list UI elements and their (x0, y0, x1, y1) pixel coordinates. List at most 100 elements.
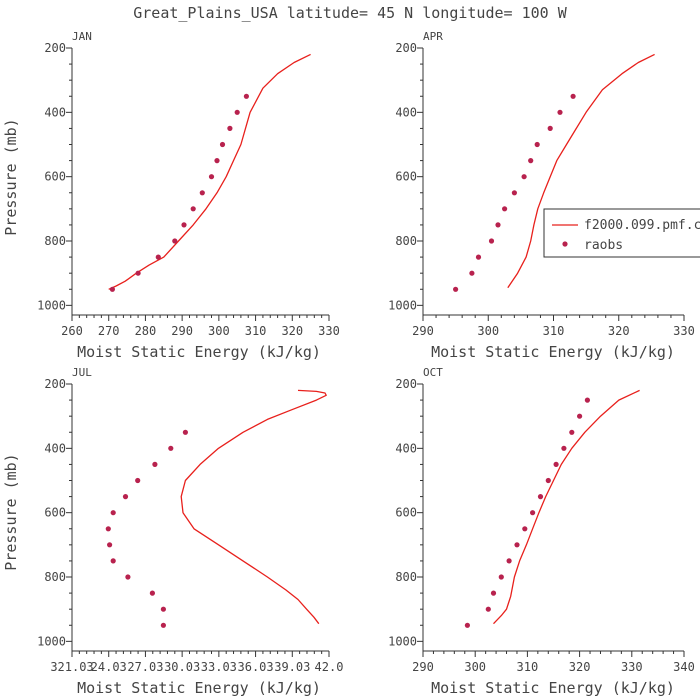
panel-jul-ytick-label: 1000 (37, 634, 66, 648)
panel-jul-ytick-label: 200 (44, 377, 66, 391)
panel-jan-ytick-label: 400 (44, 105, 66, 119)
panel-oct-model-line (493, 389, 640, 625)
panel-jul-ytick-label: 400 (44, 441, 66, 455)
panel-jan-xtick-label: 270 (98, 324, 120, 338)
panel-jul-ytick-label: 600 (44, 506, 66, 520)
panel-jul-xtick-label: 27.03 (127, 660, 163, 674)
panel-jan-ytick-label: 200 (44, 41, 66, 55)
panel-oct-ytick-label: 1000 (388, 634, 417, 648)
panel-apr-raobs-point (570, 93, 576, 99)
panel-apr-ytick-label: 800 (395, 234, 417, 248)
panel-jul-xtick-label: 24.03 (91, 660, 127, 674)
panel-oct-raobs-point (506, 558, 512, 564)
panel-apr-raobs-point (502, 206, 508, 212)
panel-apr-raobs-point (528, 158, 534, 164)
panel-jul-raobs-point (105, 526, 111, 532)
legend-frame (543, 208, 700, 258)
panel-jan-model-line (108, 53, 311, 290)
panel-oct-raobs-point (514, 542, 520, 548)
legend-obs-label: raobs (584, 238, 623, 253)
panel-apr-raobs-point (547, 125, 553, 131)
panel-jan-xlabel: Moist Static Energy (kJ/kg) (77, 343, 321, 361)
panel-jul-raobs-point (110, 558, 116, 564)
panel-jul-xlabel: Moist Static Energy (kJ/kg) (77, 679, 321, 697)
panel-jan-raobs-point (208, 174, 215, 180)
panel-jan-xtick-label: 330 (318, 324, 340, 338)
panel-oct-raobs-point (584, 397, 591, 403)
panel-jan-raobs-point (181, 222, 187, 228)
panel-jan-raobs-point (214, 158, 220, 164)
panel-oct-ytick-label: 400 (395, 441, 417, 455)
panel-jul-label: JUL (72, 366, 92, 379)
panel-oct-ticks: 290 300 310 320 330 340 200 400 600 800 1000 (388, 377, 695, 674)
panel-oct-ytick-label: 800 (395, 570, 417, 584)
panel-oct-raobs-point (569, 429, 575, 435)
panel-apr-xlabel: Moist Static Energy (kJ/kg) (431, 343, 675, 361)
panel-jul-raobs-point (107, 542, 113, 548)
panel-jul-raobs-point (160, 622, 166, 628)
panel-apr-raobs-point (521, 174, 527, 180)
panel-apr-raobs-point (511, 190, 517, 196)
panel-oct-ytick-label: 600 (395, 506, 417, 520)
panel-jul-marks (105, 389, 327, 628)
panel-jul-raobs-point (160, 606, 166, 612)
panel-apr-raobs-point (453, 286, 459, 292)
panel-jul-raobs-point (168, 445, 174, 451)
panel-jan-xtick-label: 280 (135, 324, 157, 338)
panel-apr-axes (422, 48, 684, 316)
legend: f2000.099.pmf.c raobs (543, 208, 700, 258)
panel-jan-raobs-point (199, 190, 205, 196)
panel-apr-ytick-label: 200 (395, 41, 417, 55)
panel-apr-xtick-label: 290 (412, 324, 434, 338)
panel-apr-ticks: 290 300 310 320 330 200 400 600 800 1000 (388, 41, 695, 338)
panel-apr-raobs-point (557, 109, 563, 115)
panel-apr-xtick-label: 300 (477, 324, 499, 338)
panel-oct-label: OCT (423, 366, 443, 379)
panel-oct-raobs-point (485, 606, 491, 612)
panel-jan-ytick-label: 1000 (37, 298, 66, 312)
panel-jan-ticks: 260 270 280 290 300 310 320 330 200 400 600 800 1000 (37, 41, 340, 338)
panel-jul-model-line (180, 389, 327, 625)
panel-jan-raobs-point (172, 238, 178, 244)
panel-apr-raobs-point (534, 141, 540, 148)
panel-jan-raobs-point (109, 286, 115, 292)
panel-oct-raobs-point (498, 574, 504, 580)
figure-title: Great_Plains_USA latitude= 45 N longitud… (133, 4, 567, 22)
panel-apr-xtick-label: 330 (673, 324, 695, 338)
panel-oct-marks (464, 389, 640, 628)
panel-jan-raobs-point (219, 141, 226, 148)
panel-jul-ytick-label: 800 (44, 570, 66, 584)
panel-jan-xtick-label: 260 (61, 324, 83, 338)
panel-jul-ylabel: Pressure (mb) (2, 453, 20, 570)
panel-jul-xtick-label: 39.03 (274, 660, 310, 674)
panel-oct: 290 300 310 320 330 340 200 400 600 800 1000 OCT M… (388, 366, 695, 697)
panel-jan-xtick-label: 320 (281, 324, 303, 338)
panel-oct-xtick-label: 320 (569, 660, 591, 674)
panel-jul-raobs-point (152, 461, 158, 467)
panel-jan-marks (108, 53, 311, 292)
panel-oct-xtick-label: 290 (412, 660, 434, 674)
panel-apr-xtick-label: 310 (543, 324, 565, 338)
panel-oct-raobs-point (537, 494, 544, 500)
panel-apr-raobs-point (475, 254, 482, 260)
panel-apr-raobs-point (495, 222, 501, 228)
panel-jan-raobs-point (234, 109, 240, 115)
legend-obs-marker (562, 241, 568, 247)
panel-jul-raobs-point (125, 574, 131, 580)
panel-oct-raobs-point (561, 445, 567, 451)
panel-jan: 260 270 280 290 300 310 320 330 200 400 600 800 1000… (2, 30, 340, 361)
panel-jan-axes (71, 48, 329, 316)
panel-oct-raobs-point (545, 477, 551, 484)
panel-oct-xtick-label: 330 (621, 660, 643, 674)
panel-jul-raobs-point (149, 590, 155, 596)
panel-oct-ytick-label: 200 (395, 377, 417, 391)
panel-apr: 290 300 310 320 330 200 400 600 800 1000 APR Mois… (388, 30, 700, 361)
panel-oct-xtick-label: 300 (464, 660, 486, 674)
panel-oct-raobs-point (530, 510, 536, 516)
legend-model-label: f2000.099.pmf.c (584, 218, 700, 233)
panel-apr-model-line (507, 53, 655, 289)
panel-jul-raobs-point (182, 429, 188, 435)
panel-jul-raobs-point (122, 494, 129, 500)
